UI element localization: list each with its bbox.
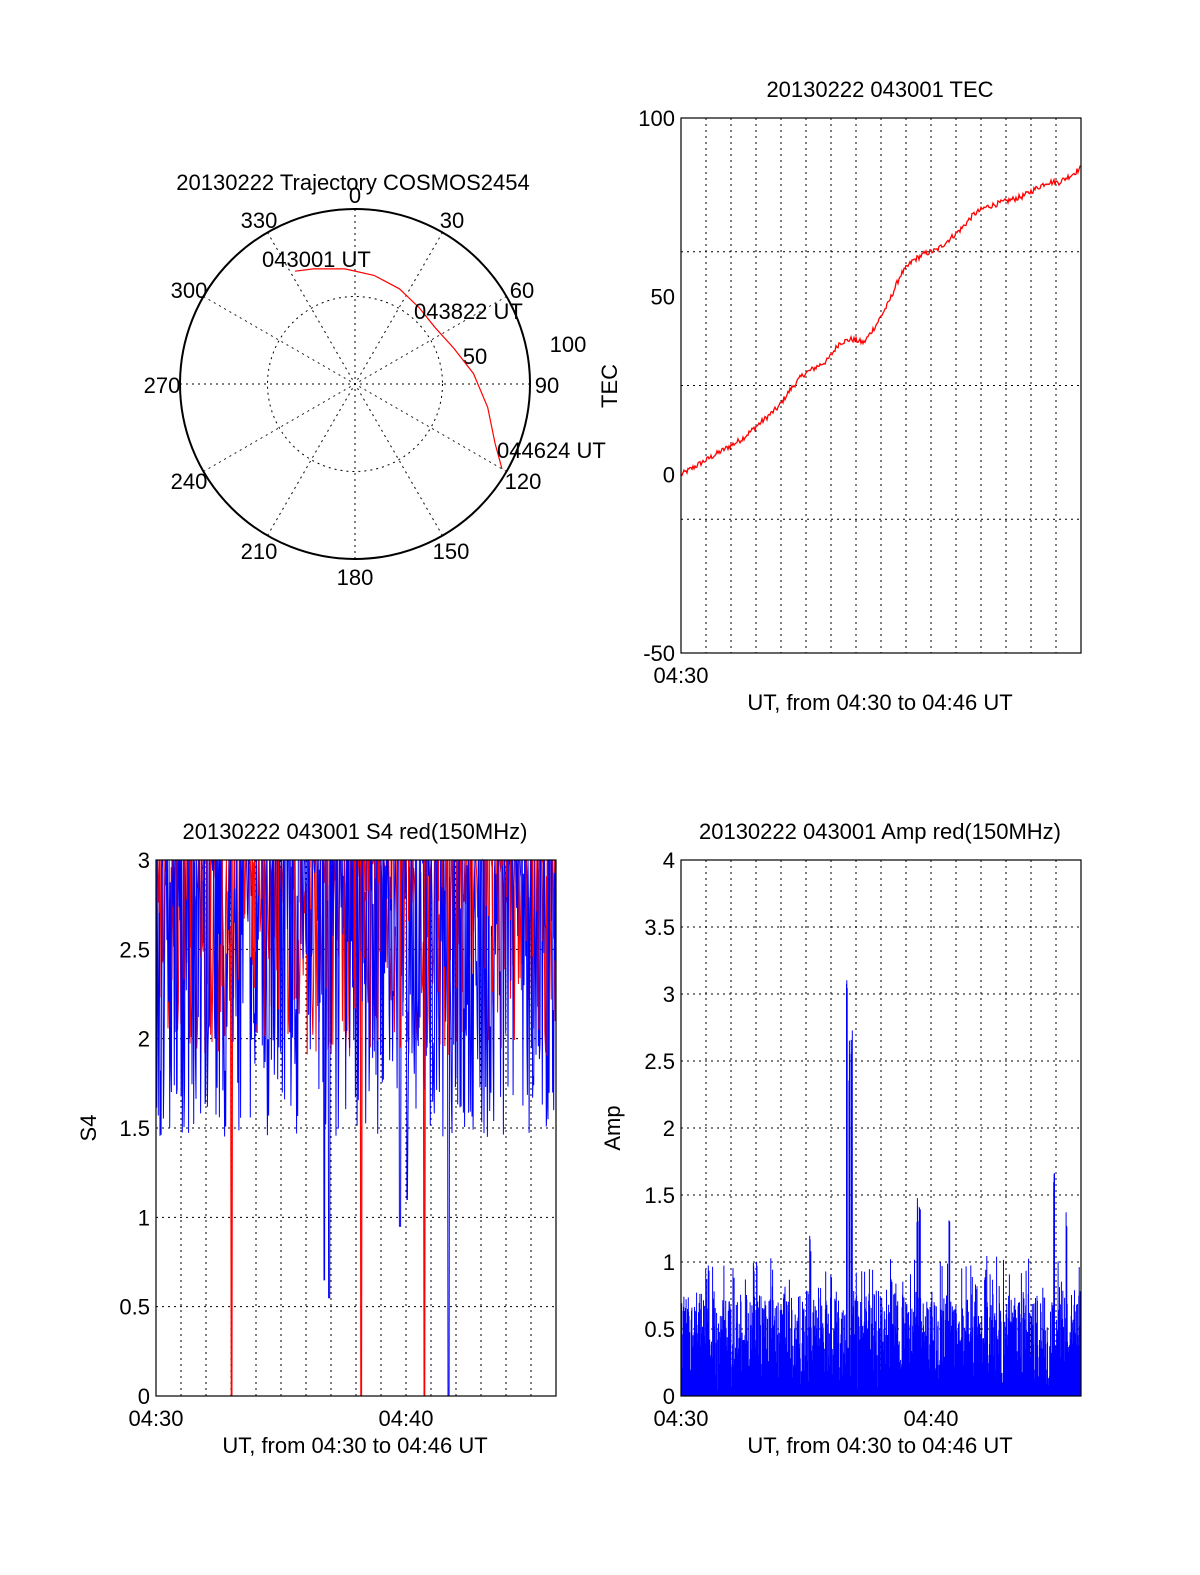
- y-tick-label: 3: [138, 848, 150, 873]
- y-tick-label: 100: [638, 106, 675, 131]
- polar-annotation-end: 044624 UT: [497, 438, 606, 463]
- polar-angle-label-330: 330: [241, 208, 278, 233]
- tec-x-axis-label: UT, from 04:30 to 04:46 UT: [747, 690, 1012, 715]
- polar-outer-circle: [179, 208, 531, 560]
- y-tick-label: 4: [663, 848, 675, 873]
- y-tick-label: 2: [663, 1116, 675, 1141]
- polar-angle-label-30: 30: [440, 208, 464, 233]
- amp-y-axis-label: Amp: [600, 1105, 625, 1150]
- amp-y-tick-labels: 0 0.5 1 1.5 2 2.5 3 3.5 4: [644, 848, 675, 1409]
- s4-frame: [155, 859, 557, 1397]
- y-tick-label: 2: [138, 1027, 150, 1052]
- polar-angle-label-90: 90: [535, 373, 559, 398]
- polar-angle-label-0: 0: [349, 183, 361, 208]
- tec-frame: [680, 117, 1082, 654]
- s4-y-tick-labels: 0 0.5 1 1.5 2 2.5 3: [119, 848, 150, 1409]
- y-tick-label: 3: [663, 982, 675, 1007]
- polar-angle-label-180: 180: [337, 565, 374, 590]
- amp-frame: [680, 859, 1082, 1397]
- polar-spoke: [267, 232, 443, 536]
- y-tick-label: 1: [663, 1250, 675, 1275]
- y-tick-label: 0: [138, 1384, 150, 1409]
- polar-angle-label-240: 240: [171, 469, 208, 494]
- s4-plot: 20130222 043001 S4 red(150MHz) 0 0.5 1 1.5 2…: [76, 819, 557, 1458]
- polar-title: 20130222 Trajectory COSMOS2454: [176, 170, 529, 195]
- y-tick-label: 0: [663, 463, 675, 488]
- s4-x-tick-0440: 04:40: [378, 1406, 433, 1431]
- amp-blue-series: [680, 980, 1082, 1396]
- s4-x-axis-label: UT, from 04:30 to 04:46 UT: [222, 1433, 487, 1458]
- polar-grid-circle-50: [267, 296, 443, 472]
- amp-plot: 20130222 043001 Amp red(150MHz) 0 0.5 1 1.5…: [600, 819, 1082, 1458]
- amp-x-tick-0430: 04:30: [653, 1406, 708, 1431]
- polar-angle-label-150: 150: [433, 539, 470, 564]
- tec-y-tick-labels: 100 50 0 -50: [638, 106, 675, 666]
- s4-red-series-overlay: [158, 860, 548, 1396]
- y-tick-label: 1: [138, 1205, 150, 1230]
- polar-angle-label-60: 60: [510, 278, 534, 303]
- s4-x-tick-0430: 04:30: [128, 1406, 183, 1431]
- tec-grid: [681, 118, 1081, 653]
- y-tick-label: 50: [651, 284, 675, 309]
- polar-radius-label-100: 100: [550, 332, 587, 357]
- polar-angle-label-300: 300: [171, 278, 208, 303]
- s4-title: 20130222 043001 S4 red(150MHz): [183, 819, 528, 844]
- tec-series-line: [680, 165, 1081, 477]
- y-tick-label: 2.5: [644, 1049, 675, 1074]
- tec-plot: 20130222 043001 TEC 100 50 0 -50 04:30 UT, …: [597, 77, 1082, 715]
- amp-x-tick-0440: 04:40: [903, 1406, 958, 1431]
- y-tick-label: 0: [663, 1384, 675, 1409]
- polar-grid: [180, 209, 530, 559]
- polar-angle-labels: 0 30 60 90 120 150 180 210 240 270 300 330: [144, 183, 560, 590]
- tec-title: 20130222 043001 TEC: [766, 77, 993, 102]
- y-tick-label: 0.5: [644, 1317, 675, 1342]
- amp-title: 20130222 043001 Amp red(150MHz): [699, 819, 1061, 844]
- y-tick-label: -50: [643, 641, 675, 666]
- y-tick-label: 1.5: [644, 1183, 675, 1208]
- y-tick-label: 2.5: [119, 937, 150, 962]
- polar-angle-label-270: 270: [144, 373, 181, 398]
- tec-y-axis-label: TEC: [597, 364, 622, 408]
- polar-annotation-mid: 043822 UT: [414, 299, 523, 324]
- polar-angle-label-210: 210: [241, 539, 278, 564]
- y-tick-label: 0.5: [119, 1295, 150, 1320]
- amp-x-axis-label: UT, from 04:30 to 04:46 UT: [747, 1433, 1012, 1458]
- polar-plot: 20130222 Trajectory COSMOS2454 0 30 60 90 12…: [144, 170, 606, 590]
- polar-trajectory-line: [294, 268, 503, 470]
- polar-angle-label-120: 120: [505, 469, 542, 494]
- s4-y-axis-label: S4: [76, 1115, 101, 1142]
- polar-annotation-start: 043001 UT: [262, 247, 371, 272]
- y-tick-label: 3.5: [644, 915, 675, 940]
- tec-x-tick-0430: 04:30: [653, 663, 708, 688]
- y-tick-label: 1.5: [119, 1116, 150, 1141]
